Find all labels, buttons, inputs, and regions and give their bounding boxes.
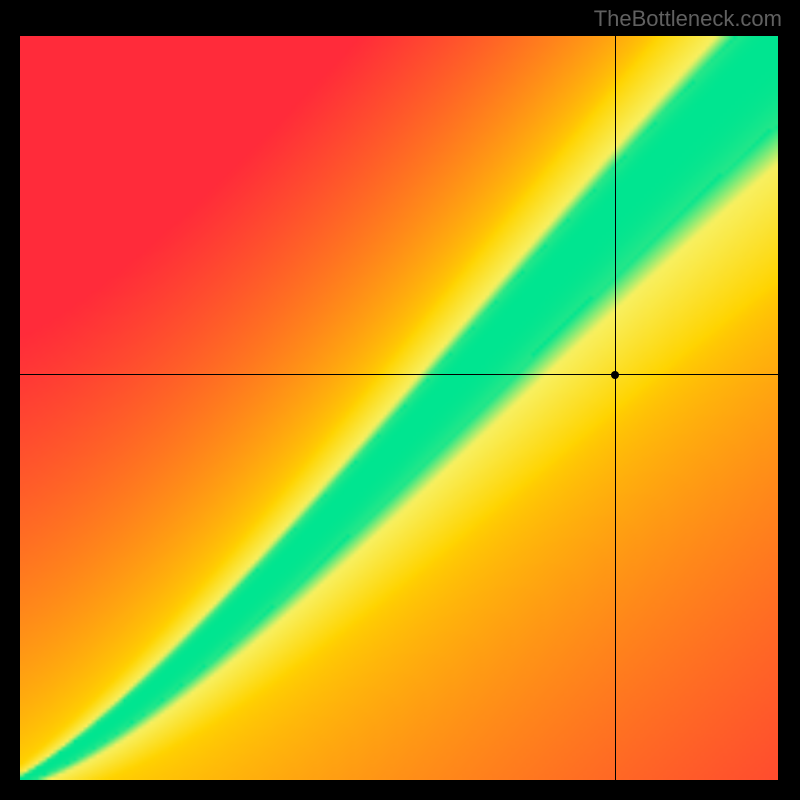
crosshair-marker (611, 371, 619, 379)
heatmap-canvas (20, 36, 778, 780)
chart-container: TheBottleneck.com (0, 0, 800, 800)
crosshair-vertical (615, 36, 616, 780)
crosshair-horizontal (20, 374, 778, 375)
watermark-text: TheBottleneck.com (594, 6, 782, 32)
plot-area (20, 36, 778, 780)
